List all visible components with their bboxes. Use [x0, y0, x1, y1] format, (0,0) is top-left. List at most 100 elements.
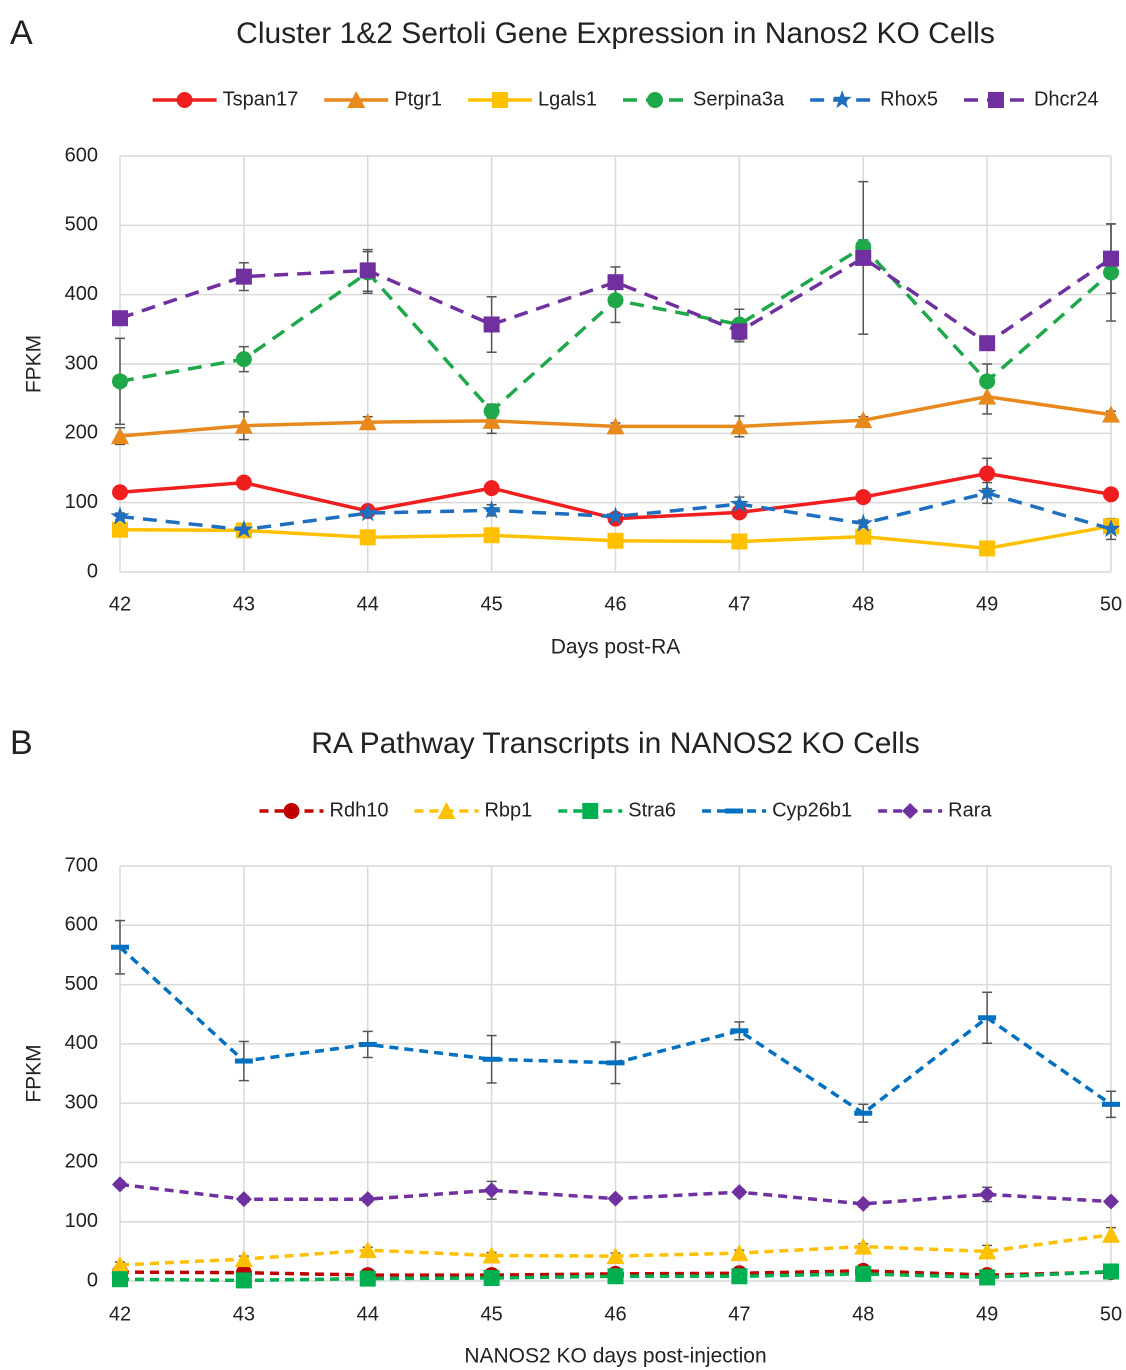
- marker: [359, 1191, 376, 1208]
- panel-label: A: [10, 14, 33, 52]
- legend: Rdh10 Rbp1 Stra6 Cyp26b1 Rara: [259, 799, 992, 821]
- y-axis-label: FPKM: [23, 335, 46, 393]
- marker: [979, 465, 996, 482]
- marker: [1103, 264, 1119, 281]
- marker: [987, 92, 1004, 108]
- marker: [854, 1237, 873, 1255]
- marker: [1103, 486, 1119, 503]
- marker: [235, 351, 252, 368]
- marker: [1102, 405, 1120, 423]
- legend-label: Rara: [948, 799, 992, 821]
- x-tick-label: 48: [852, 593, 874, 615]
- y-tick-label: 100: [65, 491, 98, 513]
- marker: [832, 90, 852, 109]
- legend-item: Cyp26b1: [702, 799, 852, 821]
- legend-label: Tspan17: [223, 88, 299, 110]
- legend-item: Rhox5: [810, 88, 938, 110]
- marker: [235, 268, 252, 285]
- marker: [1103, 250, 1119, 267]
- marker: [979, 335, 996, 352]
- legend-label: Dhcr24: [1034, 88, 1098, 110]
- marker: [235, 1272, 252, 1289]
- marker: [978, 1242, 997, 1260]
- marker: [483, 1270, 500, 1287]
- marker: [978, 1015, 997, 1021]
- x-tick-label: 43: [233, 1303, 255, 1325]
- marker: [607, 1268, 624, 1285]
- marker: [730, 1244, 749, 1262]
- x-tick-label: 42: [109, 593, 131, 615]
- x-tick-label: 44: [357, 1303, 379, 1325]
- legend-label: Lgals1: [538, 88, 597, 110]
- marker: [731, 533, 748, 550]
- marker: [235, 1191, 252, 1208]
- marker: [111, 944, 129, 950]
- legend-item: Rbp1: [414, 799, 532, 821]
- marker: [112, 521, 128, 538]
- marker: [731, 323, 748, 340]
- marker: [855, 1195, 872, 1212]
- legend-item: Serpina3a: [622, 88, 785, 110]
- marker: [482, 1056, 501, 1062]
- marker: [1103, 1193, 1119, 1210]
- marker: [607, 292, 624, 309]
- chart-panel: B RA Pathway Transcripts in NANOS2 KO Cel…: [10, 724, 1122, 1368]
- marker: [1102, 1225, 1120, 1243]
- x-tick-label: 44: [357, 593, 379, 615]
- marker: [731, 1268, 748, 1285]
- x-tick-label: 45: [481, 593, 503, 615]
- marker: [112, 1176, 128, 1193]
- x-tick-label: 49: [976, 593, 998, 615]
- marker: [646, 92, 663, 108]
- marker: [1103, 1263, 1119, 1280]
- marker: [111, 1255, 129, 1273]
- marker: [234, 1250, 253, 1268]
- marker: [978, 387, 997, 405]
- marker: [359, 1270, 376, 1287]
- marker: [482, 1246, 501, 1264]
- marker: [853, 513, 873, 532]
- marker: [606, 1060, 625, 1066]
- y-tick-label: 100: [65, 1210, 98, 1232]
- marker: [979, 373, 996, 390]
- x-tick-label: 42: [109, 1303, 131, 1325]
- marker: [855, 1265, 872, 1282]
- marker: [730, 417, 749, 435]
- marker: [606, 417, 625, 435]
- marker: [582, 803, 599, 819]
- marker: [112, 373, 128, 390]
- marker: [112, 310, 128, 327]
- marker: [855, 489, 872, 506]
- marker: [234, 1058, 253, 1064]
- marker: [482, 500, 502, 519]
- marker: [358, 1241, 377, 1259]
- x-tick-label: 47: [728, 593, 750, 615]
- marker: [729, 494, 749, 513]
- legend-item: Ptgr1: [324, 88, 442, 110]
- marker: [606, 1247, 625, 1265]
- marker: [358, 413, 377, 431]
- marker: [855, 249, 872, 266]
- marker: [979, 1269, 996, 1286]
- marker: [358, 503, 378, 522]
- marker: [725, 808, 744, 814]
- y-tick-label: 0: [87, 1269, 98, 1291]
- marker: [359, 529, 376, 546]
- marker: [111, 427, 129, 445]
- x-tick-label: 48: [852, 1303, 874, 1325]
- x-tick-label: 46: [604, 1303, 626, 1325]
- marker: [1101, 519, 1121, 538]
- marker: [854, 1110, 873, 1116]
- marker: [234, 416, 253, 434]
- y-tick-label: 700: [65, 854, 98, 876]
- legend-label: Cyp26b1: [772, 799, 852, 821]
- marker: [979, 1186, 996, 1203]
- legend-item: Stra6: [558, 799, 676, 821]
- y-tick-label: 300: [65, 1091, 98, 1113]
- x-tick-label: 46: [604, 593, 626, 615]
- legend-item: Dhcr24: [963, 88, 1098, 110]
- chart-panel: A Cluster 1&2 Sertoli Gene Expression in …: [10, 14, 1122, 659]
- y-tick-label: 500: [65, 214, 98, 236]
- marker: [979, 540, 996, 557]
